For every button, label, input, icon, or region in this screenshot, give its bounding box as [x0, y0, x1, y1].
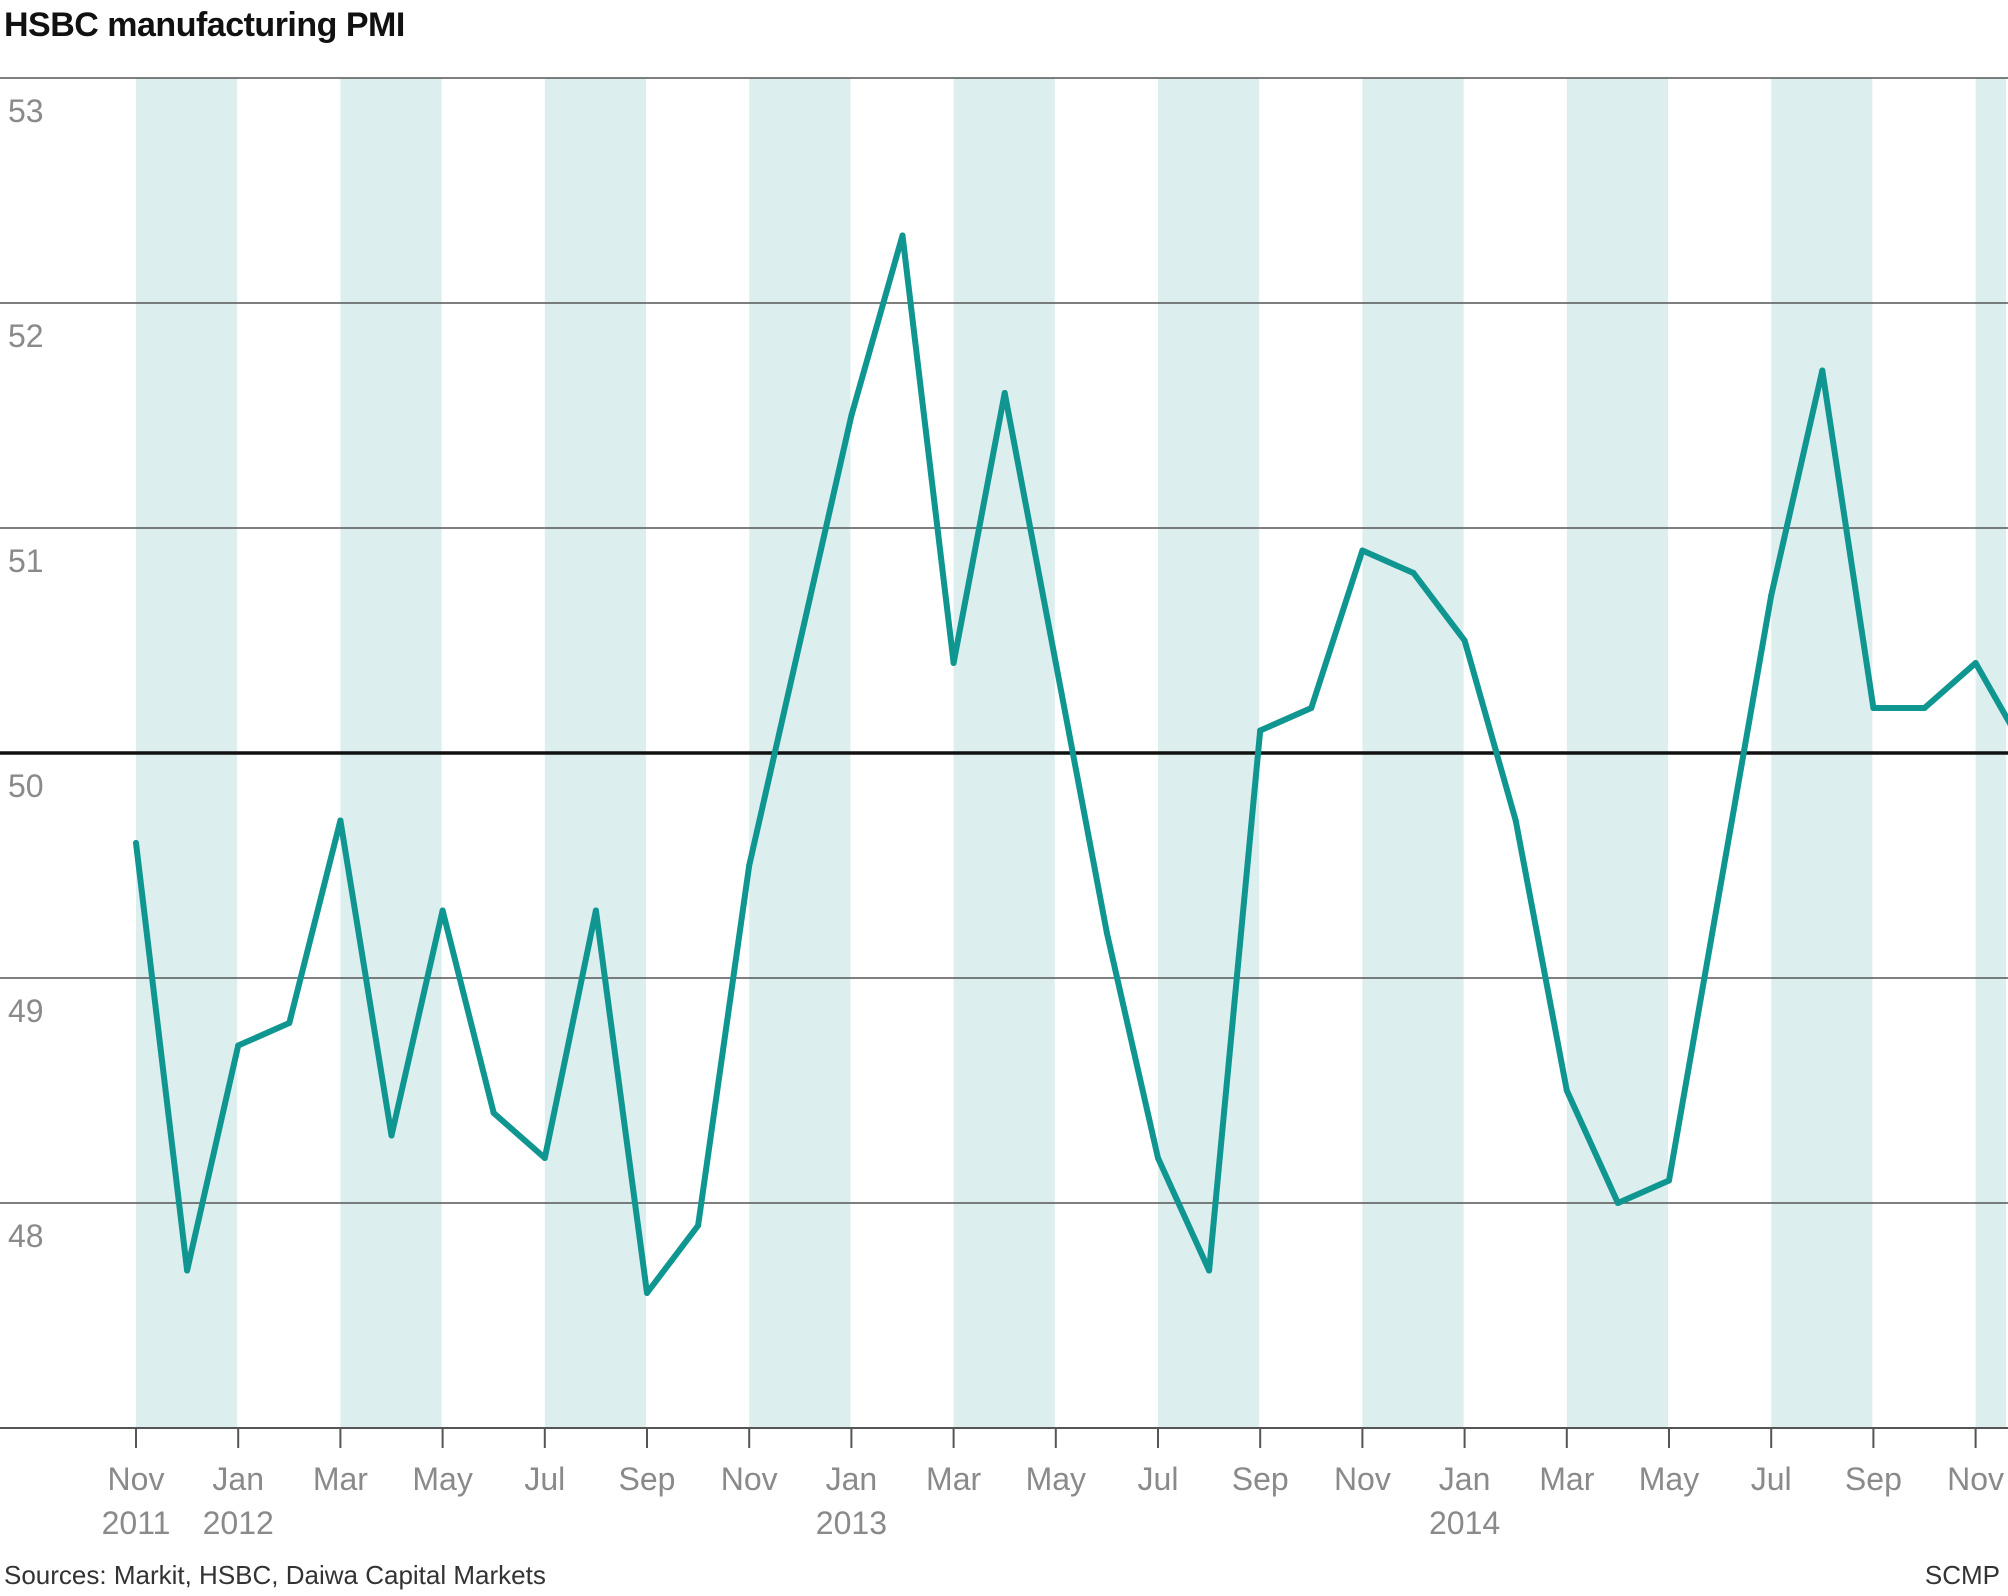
data-point — [286, 1020, 293, 1026]
source-note: Sources: Markit, HSBC, Daiwa Capital Mar… — [4, 1560, 546, 1590]
data-point — [235, 1042, 242, 1049]
y-tick-label: 52 — [8, 318, 44, 354]
x-tick-month: Nov — [1947, 1461, 2004, 1497]
data-point — [1512, 817, 1519, 824]
x-tick-month: May — [1026, 1461, 1086, 1497]
x-tick-month: Nov — [721, 1461, 778, 1497]
data-point — [1206, 1267, 1213, 1274]
data-point — [1461, 637, 1468, 644]
y-tick-label: 51 — [8, 543, 44, 579]
x-tick-month: Mar — [1539, 1461, 1594, 1497]
x-tick-month: Jan — [1439, 1461, 1491, 1497]
y-tick-label: 53 — [8, 93, 44, 129]
x-tick-month: Nov — [108, 1461, 165, 1497]
data-point — [695, 1222, 702, 1229]
gridlines — [0, 77, 2008, 1204]
y-tick-label: 49 — [8, 993, 44, 1029]
chart-title: HSBC manufacturing PMI — [4, 6, 405, 44]
data-point — [1614, 1200, 1621, 1206]
x-axis-ticks: Nov 2011 Jan 2012 Mar May Jul Sep Nov Jan 2013 Mar M… — [102, 1428, 2004, 1541]
x-tick-year: 2012 — [203, 1505, 274, 1541]
x-tick-month: Sep — [1845, 1461, 1902, 1497]
data-point — [1819, 367, 1826, 374]
x-tick-month: May — [1639, 1461, 1699, 1497]
data-point — [1768, 592, 1775, 599]
data-point — [1666, 1177, 1672, 1184]
data-point — [184, 1267, 191, 1274]
x-tick-year: 2011 — [102, 1505, 171, 1541]
data-point — [1103, 930, 1110, 936]
x-tick-month: Mar — [313, 1461, 368, 1497]
data-point — [899, 232, 906, 239]
x-tick-month: Sep — [1232, 1461, 1289, 1497]
x-tick-month: Sep — [619, 1461, 676, 1497]
x-tick-month: Nov — [1334, 1461, 1391, 1497]
x-tick-year: 2013 — [816, 1505, 887, 1541]
x-tick-month: Jul — [1751, 1461, 1792, 1497]
x-tick-month: Jan — [212, 1461, 264, 1497]
data-point — [746, 862, 753, 869]
data-point — [1001, 390, 1008, 396]
x-tick-month: May — [412, 1461, 472, 1497]
y-axis-ticks: 48 49 50 51 52 53 — [8, 93, 44, 1254]
data-point — [1972, 660, 1979, 666]
pmi-series-points — [133, 232, 1979, 1296]
x-tick-year: 2014 — [1429, 1505, 1500, 1541]
data-point — [1257, 727, 1264, 734]
data-point — [1410, 570, 1417, 576]
data-point — [490, 1110, 497, 1116]
data-point — [1921, 705, 1928, 711]
data-point — [439, 907, 446, 914]
data-point — [1717, 885, 1724, 891]
data-point — [388, 1132, 395, 1139]
x-tick-month: Mar — [926, 1461, 981, 1497]
data-point — [1563, 1087, 1570, 1094]
data-point — [1052, 660, 1059, 666]
credit: SCMP — [1924, 1560, 2000, 1590]
x-tick-month: Jul — [1138, 1461, 1179, 1497]
pmi-series-line — [133, 232, 2008, 1296]
y-tick-label: 50 — [8, 768, 44, 804]
data-point — [133, 840, 139, 846]
data-point — [1308, 705, 1315, 711]
data-point — [1870, 705, 1877, 711]
y-tick-label: 48 — [8, 1218, 44, 1254]
data-point — [644, 1290, 650, 1296]
x-tick-month: Jan — [826, 1461, 878, 1497]
data-point — [797, 637, 804, 644]
data-point — [337, 817, 344, 824]
data-point — [848, 412, 855, 419]
data-point — [1359, 547, 1366, 554]
x-tick-month: Jul — [524, 1461, 565, 1497]
data-point — [541, 1155, 548, 1161]
data-point — [592, 907, 599, 914]
data-point — [1155, 1155, 1161, 1161]
data-point — [950, 660, 957, 666]
